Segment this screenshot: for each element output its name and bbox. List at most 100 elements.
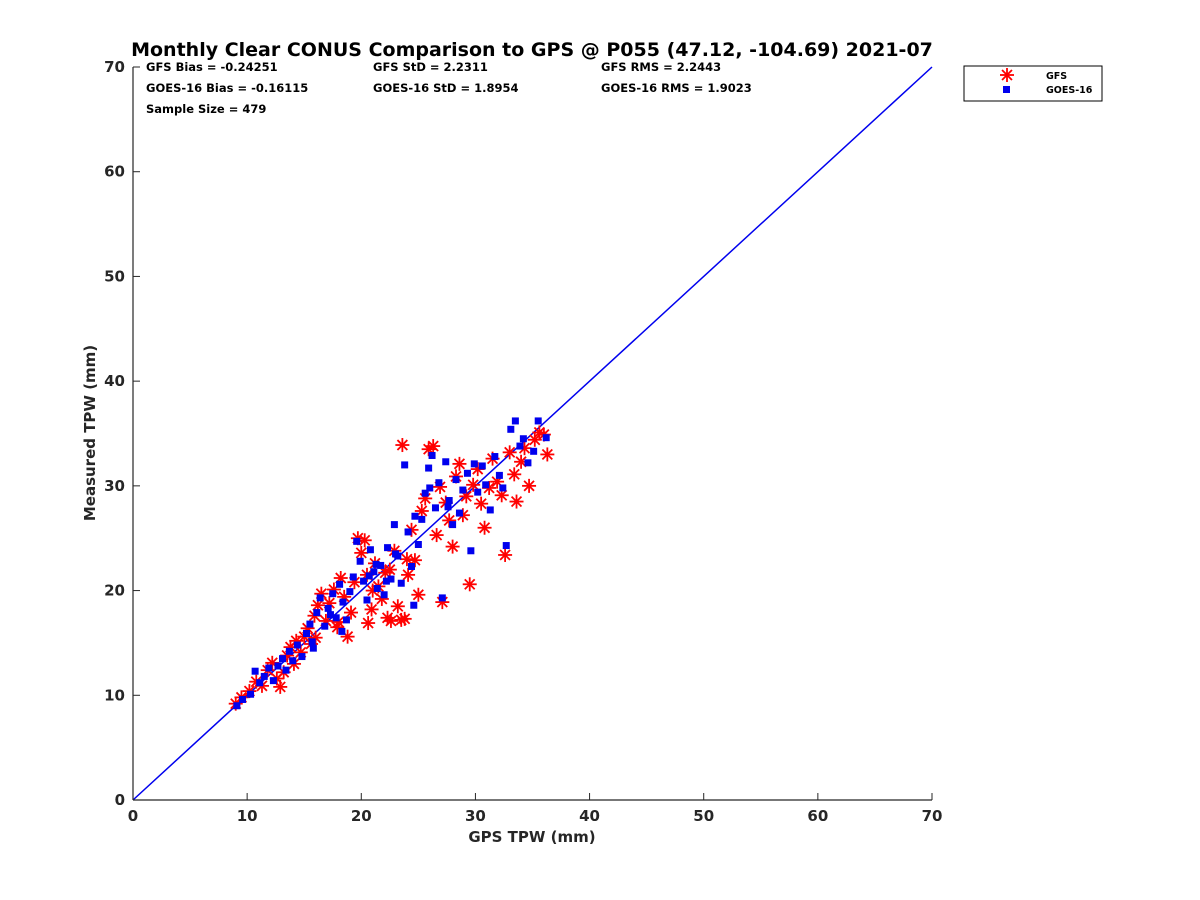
goes16-point bbox=[316, 594, 324, 602]
y-axis-title: Measured TPW (mm) bbox=[81, 345, 99, 521]
goes16-point bbox=[408, 562, 416, 570]
goes16-point bbox=[265, 664, 273, 672]
goes16-point bbox=[233, 702, 241, 710]
goes16-point bbox=[542, 434, 550, 442]
y-tick-label: 20 bbox=[104, 582, 125, 600]
x-tick-label: 0 bbox=[128, 807, 138, 825]
goes16-point bbox=[384, 544, 392, 552]
legend-goes16-marker bbox=[1003, 86, 1010, 93]
goes16-point bbox=[478, 462, 486, 470]
legend-box bbox=[963, 65, 1103, 102]
y-tick-label: 40 bbox=[104, 372, 125, 390]
goes16-point bbox=[256, 679, 264, 687]
goes16-point bbox=[336, 580, 344, 588]
goes16-point bbox=[486, 506, 494, 514]
goes16-point bbox=[421, 489, 429, 497]
gfs-point bbox=[397, 611, 412, 626]
goes16-point bbox=[530, 447, 538, 455]
stat-goes-rms: GOES-16 RMS = 1.9023 bbox=[601, 81, 752, 95]
gfs-point bbox=[429, 528, 444, 543]
goes16-point bbox=[282, 666, 290, 674]
gfs-point bbox=[477, 520, 492, 535]
goes16-point bbox=[346, 588, 354, 596]
goes16-point bbox=[321, 622, 329, 630]
gfs-point bbox=[361, 616, 376, 631]
goes16-point bbox=[302, 630, 310, 638]
goes16-point bbox=[308, 638, 316, 646]
goes16-point bbox=[519, 435, 527, 443]
goes16-point bbox=[390, 521, 398, 529]
goes16-point bbox=[365, 572, 373, 580]
goes16-point bbox=[269, 677, 277, 685]
goes16-point bbox=[442, 458, 450, 466]
goes16-point bbox=[382, 577, 390, 585]
stat-goes-bias: GOES-16 Bias = -0.16115 bbox=[146, 81, 308, 95]
y-tick-label: 30 bbox=[104, 477, 125, 495]
gfs-point bbox=[522, 478, 537, 493]
gfs-point bbox=[426, 439, 441, 454]
x-tick-label: 60 bbox=[807, 807, 828, 825]
legend-goes16-label: GOES-16 bbox=[1046, 85, 1093, 96]
x-tick-label: 30 bbox=[465, 807, 486, 825]
gfs-point bbox=[395, 438, 410, 453]
gfs-point bbox=[474, 496, 489, 511]
gfs-point bbox=[466, 477, 481, 492]
stat-gfs-rms: GFS RMS = 2.2443 bbox=[601, 60, 721, 74]
x-tick-label: 70 bbox=[922, 807, 943, 825]
goes16-point bbox=[495, 471, 503, 479]
goes16-point bbox=[414, 540, 422, 548]
goes16-point bbox=[401, 461, 409, 469]
gfs-point bbox=[502, 445, 517, 460]
goes16-point bbox=[329, 590, 337, 598]
goes16-point bbox=[426, 484, 434, 492]
goes16-point bbox=[326, 611, 334, 619]
goes16-point bbox=[247, 690, 255, 698]
goes16-point bbox=[482, 481, 490, 489]
goes16-point bbox=[279, 655, 287, 663]
y-tick-label: 70 bbox=[104, 58, 125, 76]
stat-gfs-bias: GFS Bias = -0.24251 bbox=[146, 60, 278, 74]
goes16-point bbox=[428, 451, 436, 459]
goes16-point bbox=[410, 601, 418, 609]
stat-sample-size: Sample Size = 479 bbox=[146, 102, 266, 116]
legend: GFS GOES-16 bbox=[963, 65, 1103, 102]
goes16-point bbox=[293, 641, 301, 649]
goes16-point bbox=[298, 653, 306, 661]
goes16-point bbox=[467, 547, 475, 555]
goes16-point bbox=[239, 695, 247, 703]
goes16-point bbox=[452, 476, 460, 484]
gfs-point bbox=[364, 602, 379, 617]
goes16-point bbox=[356, 557, 364, 565]
goes16-point bbox=[342, 616, 350, 624]
x-tick-label: 50 bbox=[693, 807, 714, 825]
gfs-point bbox=[462, 577, 477, 592]
goes16-point bbox=[444, 503, 452, 511]
goes16-point bbox=[470, 460, 478, 468]
goes16-point bbox=[502, 542, 510, 550]
stat-goes-std: GOES-16 StD = 1.8954 bbox=[373, 81, 518, 95]
goes16-point bbox=[274, 662, 282, 670]
goes16-point bbox=[370, 568, 378, 576]
goes16-point bbox=[339, 598, 347, 606]
goes16-point bbox=[499, 484, 507, 492]
gfs-point bbox=[390, 599, 405, 614]
gfs-point bbox=[344, 605, 359, 620]
goes16-point bbox=[449, 521, 457, 529]
goes16-point bbox=[366, 546, 374, 554]
axes bbox=[132, 67, 932, 801]
y-tick-label: 0 bbox=[115, 791, 125, 809]
goes16-point bbox=[431, 504, 439, 512]
goes16-point bbox=[507, 425, 515, 433]
goes16-point bbox=[306, 620, 314, 628]
goes16-point bbox=[349, 573, 357, 581]
y-tick-label: 60 bbox=[104, 163, 125, 181]
gfs-point bbox=[452, 456, 467, 471]
goes16-point bbox=[438, 594, 446, 602]
gfs-point bbox=[498, 547, 513, 562]
goes16-point bbox=[332, 614, 340, 622]
goes16-point bbox=[380, 591, 388, 599]
goes16-point bbox=[324, 604, 332, 612]
goes16-point bbox=[363, 596, 371, 604]
goes16-point bbox=[260, 672, 268, 680]
